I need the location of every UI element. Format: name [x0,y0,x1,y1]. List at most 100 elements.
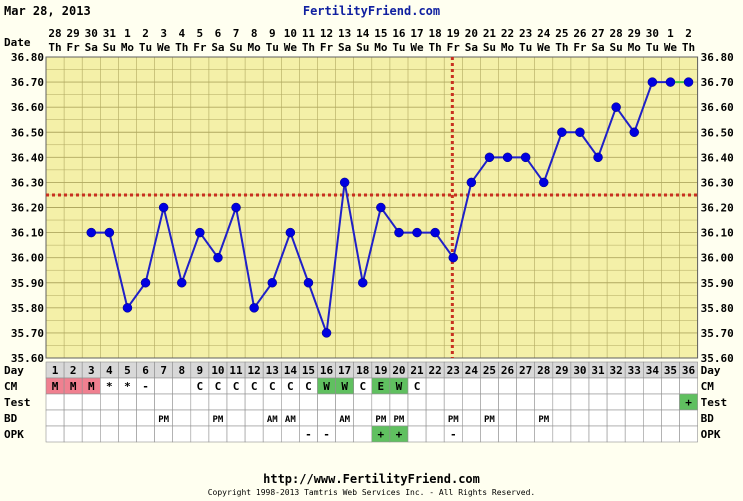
cm-row-label-left: CM [4,380,18,393]
opk-value: + [396,428,403,441]
day-value: 26 [501,364,515,377]
opk-cell [63,425,83,443]
cm-cell [154,377,174,395]
temperature-segment [271,232,292,284]
day-value: 12 [248,364,261,377]
cm-row-label-right: CM [701,380,715,393]
opk-value: + [378,428,385,441]
temperature-point [647,77,658,87]
day-value: 33 [628,364,641,377]
bd-cell [244,409,264,427]
day-value: 8 [178,364,185,377]
opk-cell [407,425,427,443]
y-tick-label-left: 36.40 [11,151,44,164]
temperature-point [575,127,585,137]
cm-value: C [233,380,240,393]
test-value: + [685,396,692,409]
temperature-point [539,177,549,188]
date-label: 30 [646,27,659,40]
date-row-label: Date [4,36,31,49]
bd-cell [63,409,83,427]
y-tick-label-right: 36.50 [701,126,734,139]
weekday-label: We [157,41,171,54]
opk-cell [552,425,572,443]
bd-cell [461,409,481,427]
cm-cell [480,377,499,395]
bd-cell [100,409,119,427]
weekday-label: Fr [320,41,334,54]
date-label: 11 [302,27,316,40]
bd-cell [606,409,626,427]
weekday-label: Sa [338,41,351,54]
opk-cell [480,425,499,443]
temperature-point [321,328,332,338]
date-label: 10 [284,27,297,40]
y-tick-label-right: 36.30 [701,176,734,189]
weekday-label: We [284,41,298,54]
temperature-point [557,127,567,137]
date-label: 14 [356,27,370,40]
cm-cell [642,377,662,395]
plot-border [45,56,699,359]
temperature-point [249,303,259,313]
date-label: 27 [591,27,604,40]
footer-copyright: Copyright 1998-2013 Tamtris Web Services… [207,488,536,497]
weekday-label: Th [555,41,568,54]
date-label: 25 [555,27,568,40]
test-cell [136,393,155,411]
temperature-point [448,252,458,263]
date-label: 24 [537,27,551,40]
date-label: 31 [103,27,117,40]
weekday-label: Mo [501,41,515,54]
temperature-segment [579,131,599,158]
y-tick-label-left: 36.30 [11,176,44,189]
day-value: 20 [392,364,405,377]
opk-value: - [323,428,330,441]
bd-value: PM [213,415,224,425]
temperature-segment [343,182,364,283]
day-value: 1 [52,364,59,377]
test-cell [299,393,318,411]
bd-cell [81,409,101,427]
temperature-point [629,127,639,137]
day-row-label-left: Day [4,364,24,377]
cm-cell [570,377,590,395]
test-cell [81,393,101,411]
weekday-label: Th [48,41,61,54]
bd-value: AM [267,415,278,425]
date-label: 1 [667,27,674,40]
opk-cell [588,425,608,443]
opk-cell [498,425,517,443]
temperature-point [394,227,404,238]
temperature-segment [217,207,237,259]
temperature-point [122,303,133,313]
opk-cell [516,425,535,443]
date-label: 28 [48,27,61,40]
footer-url[interactable]: http://www.FertilityFriend.com [263,472,480,486]
cm-cell [606,377,626,395]
site-title[interactable]: FertilityFriend.com [302,4,441,18]
test-cell [642,393,662,411]
date-label: 26 [573,27,587,40]
bd-cell [425,409,445,427]
test-cell [335,393,355,411]
opk-cell [45,425,65,443]
date-label: 2 [685,27,692,40]
opk-value: - [450,428,457,441]
temperature-point [158,202,169,213]
day-row-label-right: Day [701,364,721,377]
weekday-label: Su [356,41,369,54]
cm-value: W [323,380,330,393]
test-cell [118,393,137,411]
weekday-label: Th [429,41,442,54]
cm-value: - [142,380,149,393]
opk-cell [154,425,174,443]
y-tick-label-right: 36.80 [701,51,734,64]
date-label: 20 [465,27,478,40]
opk-cell [661,425,680,443]
temperature-segment [144,207,165,283]
cm-value: M [70,380,77,393]
weekday-label: Sa [465,41,478,54]
cm-value: C [305,380,312,393]
cm-cell [679,377,698,395]
